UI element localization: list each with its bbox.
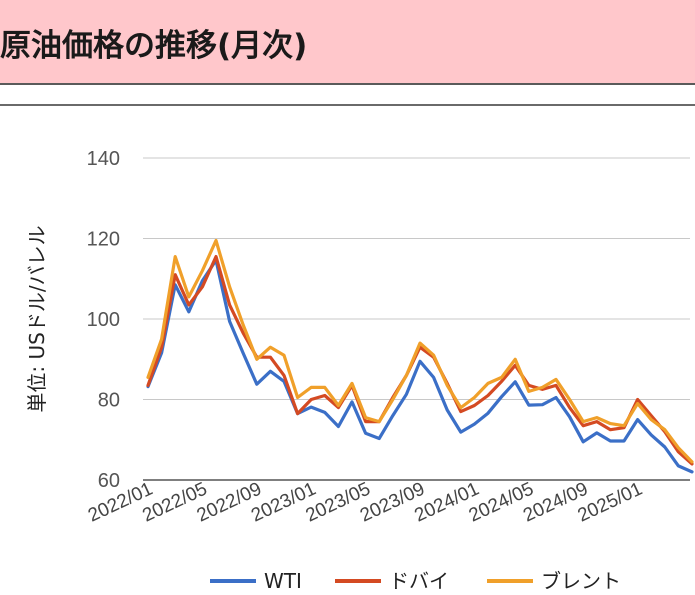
- legend-label: ドバイ: [389, 569, 449, 593]
- legend-label: ブレント: [541, 569, 621, 593]
- series-line: [146, 258, 694, 474]
- y-tick-label: 100: [87, 309, 120, 331]
- header-divider: [0, 104, 695, 106]
- page-title: 原油価格の推移(月次): [0, 28, 308, 64]
- page-header: 原油価格の推移(月次): [0, 0, 695, 85]
- y-tick-label: 140: [87, 148, 120, 170]
- y-tick-label: 120: [87, 229, 120, 251]
- y-tick-label: 60: [98, 470, 120, 492]
- y-axis-title: 単位: USドル/バレル: [25, 225, 49, 412]
- y-tick-label: 80: [98, 390, 120, 412]
- series-line: [146, 238, 694, 464]
- legend-label: WTI: [264, 569, 302, 593]
